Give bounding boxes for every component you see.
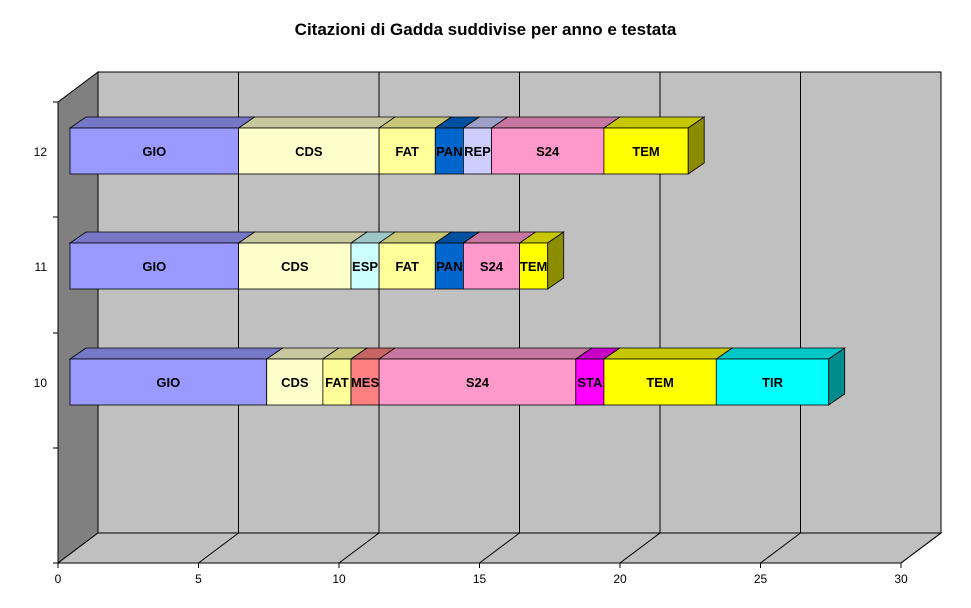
bar-group-11: GIO CDS ESP FAT PAN S24 TEM <box>68 231 565 290</box>
bar-segment-top <box>715 347 846 360</box>
data-label: PAN <box>436 144 462 159</box>
bar-segment <box>378 358 577 406</box>
bar-segment <box>266 358 324 406</box>
data-label: TEM <box>632 144 659 159</box>
data-label: GIO <box>156 375 180 390</box>
x-tick-label: 30 <box>894 572 908 586</box>
y-tick-label: 12 <box>34 145 48 159</box>
bar-segment-top <box>602 116 706 129</box>
bar-segment <box>715 358 830 406</box>
bar-segment <box>238 127 380 175</box>
bar-segment <box>378 127 436 175</box>
data-label: FAT <box>395 259 419 274</box>
y-tick-label: 10 <box>34 376 48 390</box>
chart-title: Citazioni di Gadda suddivise per anno e … <box>294 20 677 39</box>
bar-segment-top <box>237 231 369 244</box>
data-label: CDS <box>281 259 309 274</box>
data-label: CDS <box>281 375 309 390</box>
bar-end-face <box>828 347 846 406</box>
x-tick-label: 10 <box>332 572 346 586</box>
data-label: S24 <box>480 259 504 274</box>
bar-segment <box>378 242 436 290</box>
data-label: ESP <box>352 259 378 274</box>
bar-group-12: GIO CDS FAT PAN REP S24 TEM <box>68 116 706 175</box>
bar-segment <box>603 127 689 175</box>
bar-segment-top <box>377 347 594 360</box>
bar-segment <box>603 358 717 406</box>
floor-gridline <box>619 532 661 564</box>
bar-segment <box>434 127 464 175</box>
bar-segment-top <box>68 116 256 129</box>
bar-segment <box>69 127 240 175</box>
floor-gridline <box>760 532 801 564</box>
data-label: PAN <box>436 259 462 274</box>
bar-segment <box>491 127 605 175</box>
data-label: GIO <box>142 259 166 274</box>
floor-gridline <box>338 532 380 564</box>
data-label: S24 <box>466 375 490 390</box>
floor-gridline <box>479 532 520 564</box>
bar-group-10: GIO CDS FAT MES S24 STA TEM TIR <box>68 347 846 406</box>
x-tick-label: 15 <box>473 572 487 586</box>
y-tick-label: 11 <box>35 260 48 274</box>
bar-end-face <box>547 231 565 290</box>
bar-segment <box>350 242 380 290</box>
bar-segment <box>238 242 352 290</box>
bar-segment <box>575 358 605 406</box>
data-label: TIR <box>762 375 784 390</box>
bar-segment-top <box>68 347 284 360</box>
bar-segment <box>69 358 268 406</box>
data-label: S24 <box>536 144 560 159</box>
data-label: STA <box>577 375 603 390</box>
data-label: TEM <box>646 375 673 390</box>
x-tick-label: 5 <box>195 572 202 586</box>
bar-segment-top <box>602 347 734 360</box>
data-label: FAT <box>395 144 419 159</box>
x-tick-label: 20 <box>613 572 627 586</box>
bar-segment <box>519 242 549 290</box>
bar-segment <box>434 242 464 290</box>
bar-segment <box>462 127 492 175</box>
bar-end-face <box>687 116 705 175</box>
bar-segment <box>350 358 380 406</box>
data-label: CDS <box>295 144 323 159</box>
bar-segment-top <box>68 231 256 244</box>
floor-gridline <box>900 532 942 564</box>
bar-segment-top <box>237 116 397 129</box>
data-label: MES <box>351 375 380 390</box>
x-tick-label: 0 <box>55 572 62 586</box>
bar-segment <box>322 358 352 406</box>
data-label: REP <box>464 144 491 159</box>
bar-segment-top <box>490 116 622 129</box>
data-label: GIO <box>142 144 166 159</box>
bar-segment <box>462 242 520 290</box>
x-tick-label: 25 <box>754 572 768 586</box>
floor-gridline <box>198 532 239 564</box>
data-label: FAT <box>325 375 349 390</box>
data-label: TEM <box>520 259 547 274</box>
